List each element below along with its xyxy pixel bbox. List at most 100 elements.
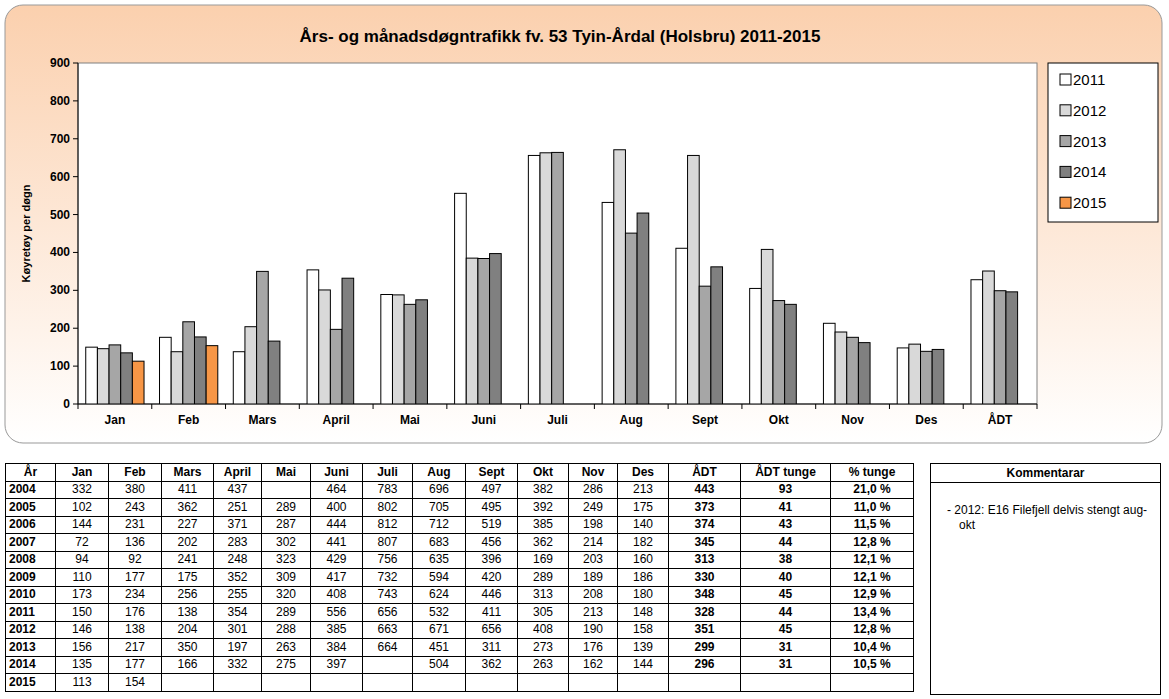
x-tick [741, 404, 742, 409]
y-tick-label: 800 [50, 94, 70, 108]
bar [194, 337, 206, 404]
header-cell: Juni [311, 464, 363, 482]
y-tick-label: 600 [50, 170, 70, 184]
bar [847, 337, 859, 404]
cell: 197 [214, 639, 262, 657]
cell: 320 [262, 586, 311, 604]
legend-label: 2014 [1073, 163, 1106, 180]
bar [540, 153, 552, 404]
x-tick-label: Des [915, 413, 937, 427]
y-tick-label: 100 [50, 359, 70, 373]
row: 2008949224124832342975663539616920316031… [6, 551, 914, 569]
bar [688, 155, 700, 404]
cell: 683 [413, 534, 466, 552]
cell: 380 [109, 481, 162, 499]
cell: 92 [109, 551, 162, 569]
cell: 408 [311, 586, 363, 604]
cell: 154 [109, 674, 162, 692]
cell: 296 [669, 656, 741, 674]
cell: 299 [669, 639, 741, 657]
cell: 429 [311, 551, 363, 569]
bar [392, 295, 404, 404]
cell: 144 [618, 656, 669, 674]
cell: 2009 [6, 569, 56, 587]
x-tick [594, 404, 595, 409]
cell: 289 [518, 569, 569, 587]
bar [602, 202, 614, 404]
cell: 2014 [6, 656, 56, 674]
row: 2010173234256255320408743624446313208180… [6, 586, 914, 604]
cell: 31 [741, 639, 831, 657]
y-tick [73, 366, 78, 367]
cell: 43 [741, 516, 831, 534]
cell: 156 [56, 639, 109, 657]
legend-swatch [1060, 105, 1071, 116]
cell: 350 [162, 639, 214, 657]
cell: 807 [363, 534, 413, 552]
y-tick [73, 63, 78, 64]
y-axis [78, 63, 79, 404]
comment-title: Kommentarar [931, 464, 1160, 483]
y-tick [73, 100, 78, 101]
header-row: ÅrJanFebMarsAprilMaiJuniJuliAugSeptOktNo… [6, 464, 914, 482]
row: 2004332380411437464783696497382286213443… [6, 481, 914, 499]
cell: 2005 [6, 499, 56, 517]
cell: 45 [741, 621, 831, 639]
cell: 173 [56, 586, 109, 604]
cell: 396 [466, 551, 518, 569]
cell: 198 [569, 516, 618, 534]
x-tick [225, 404, 226, 409]
cell: 756 [363, 551, 413, 569]
cell: 231 [109, 516, 162, 534]
cell: 273 [518, 639, 569, 657]
y-tick-label: 400 [50, 245, 70, 259]
row: 2006144231227371287444812712519385198140… [6, 516, 914, 534]
cell: 289 [262, 499, 311, 517]
cell: 217 [109, 639, 162, 657]
bar [171, 352, 183, 404]
header-cell: ÅDT tunge [741, 464, 831, 482]
cell: 248 [214, 551, 262, 569]
cell: 385 [518, 516, 569, 534]
cell: 332 [56, 481, 109, 499]
bar [932, 349, 944, 404]
cell: 176 [109, 604, 162, 622]
cell: 286 [569, 481, 618, 499]
cell: 301 [214, 621, 262, 639]
cell: 437 [214, 481, 262, 499]
cell: 362 [466, 656, 518, 674]
cell [466, 674, 518, 692]
cell: 712 [413, 516, 466, 534]
cell: 283 [214, 534, 262, 552]
bar [206, 346, 218, 404]
cell: 400 [311, 499, 363, 517]
title: Års- og månadsdøgntrafikk fv. 53 Tyin-År… [300, 27, 821, 46]
bar [307, 270, 319, 404]
x-tick [151, 404, 152, 409]
cell: 362 [162, 499, 214, 517]
y-tick [73, 138, 78, 139]
bar [416, 300, 428, 404]
cell: 176 [569, 639, 618, 657]
cell: 397 [311, 656, 363, 674]
bar [699, 286, 711, 404]
cell: 189 [569, 569, 618, 587]
row: 2013156217350197263384664451311273176139… [6, 639, 914, 657]
data-table: ÅrJanFebMarsAprilMaiJuniJuliAugSeptOktNo… [5, 463, 914, 692]
cell: 12,1 % [831, 551, 914, 569]
cell: 263 [262, 639, 311, 657]
bar [761, 249, 773, 404]
cell: 332 [214, 656, 262, 674]
legend-swatch [1060, 197, 1071, 208]
bar [983, 271, 995, 404]
cell: 243 [109, 499, 162, 517]
cell: 696 [413, 481, 466, 499]
cell: 204 [162, 621, 214, 639]
cell: 732 [363, 569, 413, 587]
cell: 305 [518, 604, 569, 622]
cell: 497 [466, 481, 518, 499]
x-tick [446, 404, 447, 409]
x-tick-label: Juli [547, 413, 568, 427]
row: 2007721362022833024418076834563622141823… [6, 534, 914, 552]
bar [478, 259, 490, 404]
